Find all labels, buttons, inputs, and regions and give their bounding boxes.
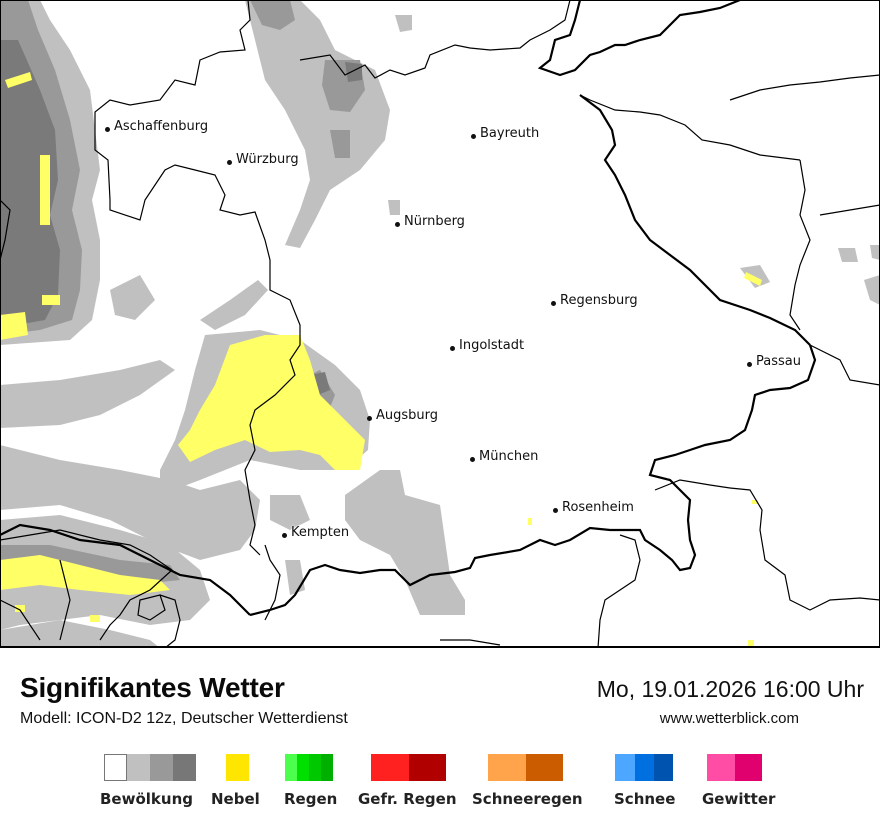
- city-name: Ingolstadt: [459, 338, 525, 353]
- swatch-rain-4: [321, 754, 333, 781]
- map-frame-bottom: [0, 646, 880, 648]
- legend-swatches: [285, 754, 333, 781]
- swatch-snow-3: [654, 754, 673, 781]
- city-name: Nürnberg: [404, 214, 465, 229]
- legend-swatches: [488, 754, 563, 781]
- fog-layer: [0, 72, 762, 646]
- legend-item-bewoelkung: [104, 754, 196, 781]
- legend-swatches: [707, 754, 762, 781]
- city-name: Augsburg: [376, 408, 439, 423]
- legend-swatches: [371, 754, 446, 781]
- legend-swatches: [615, 754, 673, 781]
- city-label-ingolstadt: Ingolstadt: [450, 339, 524, 353]
- swatch-cloud-light: [127, 754, 150, 781]
- city-label-muenchen: München: [470, 450, 538, 464]
- city-marker-icon: [105, 127, 110, 132]
- city-label-passau: Passau: [747, 355, 801, 369]
- city-marker-icon: [450, 346, 455, 351]
- city-name: Bayreuth: [480, 126, 540, 141]
- city-label-wuerzburg: Würzburg: [227, 153, 299, 167]
- city-label-kempten: Kempten: [282, 526, 349, 540]
- city-name: Regensburg: [560, 293, 638, 308]
- forecast-datetime: Mo, 19.01.2026 16:00 Uhr: [596, 676, 864, 702]
- swatch-clear: [104, 754, 127, 781]
- city-label-rosenheim: Rosenheim: [553, 501, 634, 515]
- city-label-augsburg: Augsburg: [367, 409, 438, 423]
- city-marker-icon: [282, 533, 287, 538]
- legend-item-schneeregen: [488, 754, 563, 781]
- city-name: Aschaffenburg: [114, 119, 209, 134]
- swatch-sleet-2: [526, 754, 563, 781]
- city-marker-icon: [747, 362, 752, 367]
- city-marker-icon: [227, 160, 232, 165]
- city-label-aschaffenburg: Aschaffenburg: [105, 120, 208, 134]
- city-name: Kempten: [291, 525, 350, 540]
- weather-map[interactable]: Aschaffenburg Würzburg Bayreuth Nürnberg…: [0, 0, 880, 648]
- city-marker-icon: [367, 416, 372, 421]
- legend-label-bewoelkung: Bewölkung: [100, 790, 193, 808]
- city-label-nuernberg: Nürnberg: [395, 215, 465, 229]
- city-marker-icon: [471, 134, 476, 139]
- page-title: Signifikantes Wetter: [20, 672, 285, 703]
- legend: Bewölkung Nebel Regen Gefr. Regen Schnee…: [0, 754, 880, 814]
- legend-item-schnee: [615, 754, 673, 781]
- swatch-snow-1: [615, 754, 635, 781]
- legend-item-regen: [285, 754, 333, 781]
- legend-label-schnee: Schnee: [614, 790, 676, 808]
- city-marker-icon: [470, 457, 475, 462]
- city-marker-icon: [553, 508, 558, 513]
- legend-swatches: [226, 754, 249, 781]
- swatch-rain-1: [285, 754, 297, 781]
- legend-item-nebel: [226, 754, 249, 781]
- swatch-fog: [226, 754, 249, 781]
- city-label-regensburg: Regensburg: [551, 294, 638, 308]
- legend-label-gewitter: Gewitter: [702, 790, 776, 808]
- swatch-rain-3: [309, 754, 321, 781]
- city-label-bayreuth: Bayreuth: [471, 127, 539, 141]
- city-name: Passau: [756, 354, 801, 369]
- swatch-freezing-rain-2: [409, 754, 446, 781]
- swatch-snow-2: [635, 754, 654, 781]
- website-link[interactable]: www.wetterblick.com: [659, 710, 799, 727]
- swatch-cloud-medium: [150, 754, 173, 781]
- legend-swatches: [104, 754, 196, 781]
- legend-label-regen: Regen: [284, 790, 338, 808]
- swatch-thunder-1: [707, 754, 735, 781]
- legend-item-gefr-regen: [371, 754, 446, 781]
- city-marker-icon: [395, 222, 400, 227]
- swatch-rain-2: [297, 754, 309, 781]
- swatch-cloud-dark: [173, 754, 196, 781]
- city-name: Rosenheim: [562, 500, 634, 515]
- legend-label-nebel: Nebel: [211, 790, 260, 808]
- borders-layer: [0, 0, 880, 648]
- legend-item-gewitter: [707, 754, 762, 781]
- city-name: München: [479, 449, 539, 464]
- model-source: Modell: ICON-D2 12z, Deutscher Wetterdie…: [20, 710, 348, 727]
- swatch-freezing-rain-1: [371, 754, 409, 781]
- swatch-thunder-2: [735, 754, 762, 781]
- map-canvas: [0, 0, 880, 648]
- city-marker-icon: [551, 301, 556, 306]
- city-name: Würzburg: [236, 152, 299, 167]
- swatch-sleet-1: [488, 754, 526, 781]
- legend-label-gefr-regen: Gefr. Regen: [358, 790, 457, 808]
- legend-label-schneeregen: Schneeregen: [472, 790, 583, 808]
